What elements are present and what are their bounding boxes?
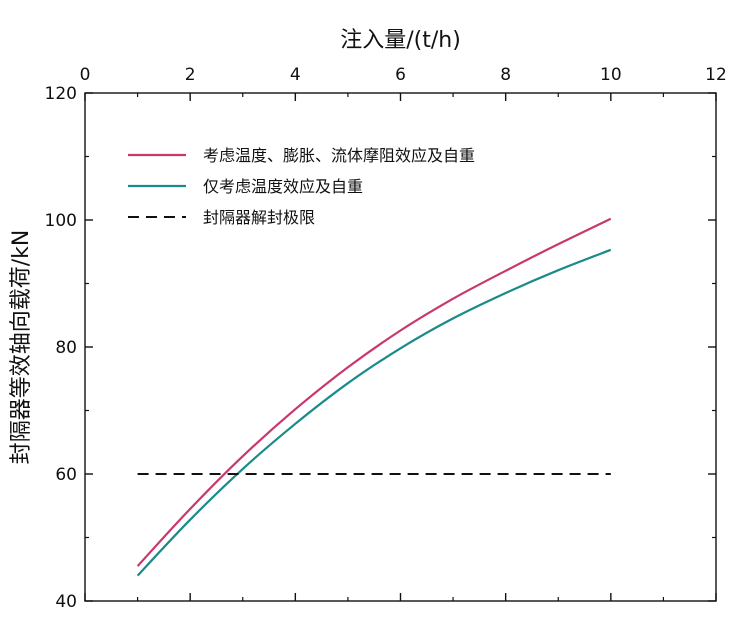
x-tick-label-8: 8	[500, 65, 511, 85]
y-tick-label-100: 100	[45, 211, 77, 231]
plot-lines	[136, 217, 612, 577]
legend-label-1: 考虑温度、膨胀、流体摩阻效应及自重	[203, 146, 475, 165]
y-tick-label-40: 40	[55, 592, 77, 612]
x-tick-label-2: 2	[185, 65, 196, 85]
y-tick-label-80: 80	[55, 338, 77, 358]
series-line-2	[136, 248, 612, 577]
x-tick-label-4: 4	[290, 65, 301, 85]
x-axis-ticks: 0 2 4 6 8 10 12	[80, 65, 727, 601]
x-tick-label-6: 6	[395, 65, 406, 85]
x-tick-label-12: 12	[705, 65, 727, 85]
y-axis-ticks: 40 60 80 100 120	[45, 84, 716, 612]
x-axis-title: 注入量/(t/h)	[340, 28, 461, 53]
y-tick-label-120: 120	[45, 84, 77, 104]
legend-label-3: 封隔器解封极限	[203, 208, 315, 227]
series-line-1	[136, 217, 612, 567]
x-tick-label-0: 0	[80, 65, 91, 85]
x-tick-label-10: 10	[600, 65, 622, 85]
legend-label-2: 仅考虑温度效应及自重	[203, 177, 363, 196]
y-tick-label-60: 60	[55, 465, 77, 485]
y-axis-title: 封隔器等效轴向载荷/kN	[9, 230, 34, 465]
plot-frame	[84, 92, 717, 602]
